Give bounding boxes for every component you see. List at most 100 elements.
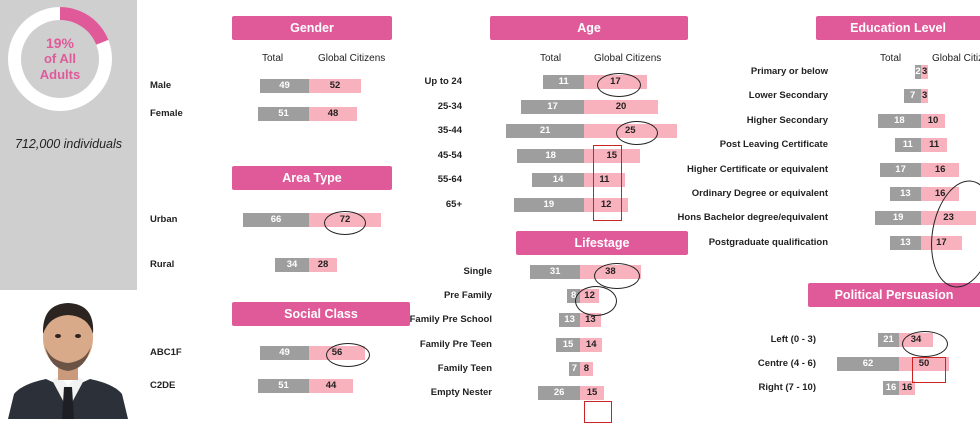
individuals-count: 712,000 individuals (14, 137, 123, 151)
lifestage-global-value: 8 (583, 363, 590, 374)
gender-total-bar: 51 (258, 107, 309, 121)
political-total-bar: 16 (883, 381, 899, 395)
lifestage-global-value: 12 (584, 290, 595, 301)
gender-total-value: 51 (278, 108, 289, 119)
education-global-value: 3 (921, 90, 928, 101)
age-total-bar: 18 (517, 149, 584, 163)
education-global-bar: 11 (921, 138, 948, 152)
education-category-label: Post Leaving Certificate (719, 139, 828, 150)
age-global-bar: 11 (584, 173, 625, 187)
age-total-value: 18 (545, 150, 556, 161)
area-type-header: Area Type (232, 166, 392, 190)
age-global-value: 15 (606, 150, 618, 161)
lifestage-global-bar: 15 (580, 386, 604, 400)
political-total-bar: 21 (878, 333, 899, 347)
education-category-label: Hons Bachelor degree/equivalent (677, 212, 828, 223)
age-category-label: 55-64 (437, 174, 462, 185)
social-global-bar: 56 (309, 346, 365, 360)
gender-global-bar: 48 (309, 107, 357, 121)
education-global-bar: 23 (921, 211, 977, 225)
education-header: Education Level (816, 16, 980, 40)
gender-col-total: Total (262, 53, 284, 64)
age-total-bar: 21 (506, 124, 584, 138)
age-col-total: Total (540, 53, 562, 64)
education-category-label: Ordinary Degree or equivalent (691, 188, 828, 199)
age-total-bar: 14 (532, 173, 584, 187)
age-category-label: 65+ (445, 199, 462, 210)
political-global-bar: 16 (899, 381, 915, 395)
education-total-value: 11 (902, 139, 913, 150)
area-type-category-label: Urban (150, 214, 178, 225)
education-total-bar: 11 (894, 138, 921, 152)
age-global-bar: 12 (584, 198, 629, 212)
education-category-label: Postgraduate qualification (708, 237, 828, 248)
area-type-total-bar: 34 (275, 258, 309, 272)
lifestage-category-label: Family Pre School (409, 314, 492, 325)
lifestage-global-value: 14 (585, 339, 597, 350)
political-global-bar: 34 (899, 333, 933, 347)
political-header: Political Persuasion (808, 283, 980, 307)
education-global-bar: 10 (921, 114, 945, 128)
lifestage-global-value: 38 (605, 266, 616, 277)
lifestage-category-label: Family Pre Teen (419, 339, 492, 350)
area-type-global-value: 28 (317, 259, 329, 270)
area-type-global-value: 72 (339, 214, 351, 225)
lifestage-category-label: Empty Nester (430, 387, 492, 398)
education-global-bar: 3 (921, 89, 929, 103)
lifestage-total-bar: 26 (538, 386, 580, 400)
gender-category-label: Male (150, 80, 172, 91)
education-global-value: 11 (929, 139, 940, 150)
education-total-bar: 13 (889, 236, 921, 250)
education-global-bar: 3 (921, 65, 929, 79)
lifestage-global-bar: 38 (580, 265, 641, 279)
age-total-value: 17 (547, 101, 558, 112)
age-global-bar: 25 (584, 124, 677, 138)
education-total-bar: 13 (889, 187, 921, 201)
area-type-global-bar: 28 (309, 258, 337, 272)
age-global-value: 20 (615, 101, 627, 112)
lifestage-total-bar: 8 (567, 289, 580, 303)
gender-total-bar: 49 (260, 79, 309, 93)
education-total-value: 18 (894, 115, 905, 126)
lifestage-category-label: Family Teen (437, 363, 492, 374)
education-total-value: 13 (900, 237, 911, 248)
gender-global-bar: 52 (309, 79, 361, 93)
lifestage-total-value: 31 (549, 266, 561, 277)
education-global-value: 23 (943, 212, 954, 223)
social-total-value: 51 (278, 380, 289, 391)
age-total-bar: 19 (513, 198, 584, 212)
age-global-value: 12 (600, 199, 612, 210)
donut-line-3: Adults (39, 67, 81, 82)
age-global-bar: 15 (584, 149, 640, 163)
social-category-label: ABC1F (150, 347, 182, 358)
social-class-header: Social Class (232, 302, 410, 326)
education-col-global: Global Citizens (932, 53, 980, 64)
lifestage-total-value: 15 (562, 339, 574, 350)
lifestage-global-value: 15 (586, 387, 598, 398)
age-global-bar: 17 (584, 75, 647, 89)
education-category-label: Lower Secondary (748, 90, 828, 101)
lifestage-global-bar: 13 (580, 313, 601, 327)
education-category-label: Higher Certificate or equivalent (687, 164, 828, 175)
age-col-global: Global Citizens (594, 53, 662, 64)
political-category-label: Right (7 - 10) (758, 382, 816, 393)
education-total-value: 13 (900, 188, 911, 199)
area-type-total-value: 66 (270, 214, 282, 225)
social-global-value: 56 (331, 347, 343, 358)
area-type-total-bar: 66 (243, 213, 309, 227)
age-total-value: 11 (558, 76, 569, 87)
lifestage-global-value: 13 (585, 314, 596, 325)
political-total-value: 16 (885, 382, 897, 393)
donut-chart: 19% of All Adults (8, 7, 112, 111)
political-global-value: 34 (910, 334, 922, 345)
political-total-value: 21 (883, 334, 894, 345)
age-global-value: 17 (610, 76, 621, 87)
education-total-bar: 2 (915, 65, 921, 79)
education-global-bar: 16 (921, 163, 960, 177)
lifestage-total-bar: 13 (559, 313, 580, 327)
education-global-value: 16 (934, 188, 946, 199)
area-type-global-bar: 72 (309, 213, 381, 227)
lifestage-category-label: Single (463, 266, 492, 277)
gender-category-label: Female (150, 108, 183, 119)
education-total-value: 19 (892, 212, 904, 223)
